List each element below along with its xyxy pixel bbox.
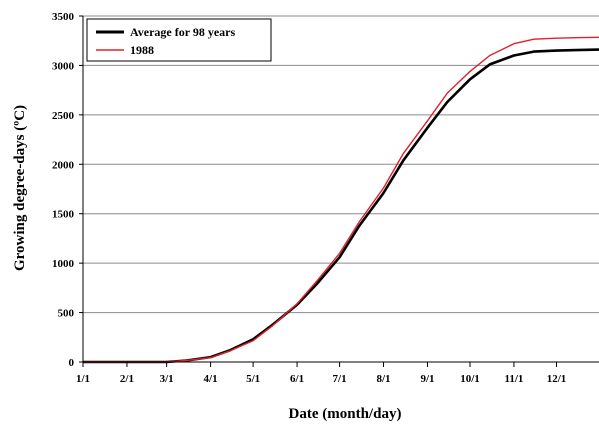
x-tick-labels: 1/1 2/1 3/1 4/1 5/1 6/1 7/1 8/1 9/1 10/1 11/1 12/1: [76, 373, 566, 385]
series-layer: [83, 36, 599, 364]
series-line-average: [83, 48, 599, 364]
y-tick-label-1000: 1000: [52, 258, 75, 270]
y-tick-labels: 0 500 1000 1500 2000 2500 3000 3500: [52, 11, 75, 369]
legend-box: [86, 18, 272, 62]
x-tick-label-7/1: 7/1: [333, 373, 347, 385]
x-tick-label-10/1: 10/1: [460, 373, 480, 385]
legend: Average for 98 years 1988: [86, 18, 272, 62]
x-tick-label-9/1: 9/1: [420, 373, 434, 385]
x-tick-label-5/1: 5/1: [246, 373, 260, 385]
y-tick-label-3500: 3500: [52, 11, 75, 23]
axes: [79, 15, 599, 367]
x-tick-label-4/1: 4/1: [204, 373, 218, 385]
x-tick-label-3/1: 3/1: [160, 373, 174, 385]
y-axis-title: Growing degree-days (ºC): [12, 105, 28, 271]
y-tick-label-2500: 2500: [52, 110, 75, 122]
gridlines: [83, 15, 599, 314]
x-axis-title: Date (month/day): [289, 406, 402, 422]
legend-label-average: Average for 98 years: [130, 25, 236, 39]
x-tick-label-2/1: 2/1: [120, 373, 134, 385]
x-tick-label-8/1: 8/1: [376, 373, 390, 385]
y-tick-label-3000: 3000: [52, 60, 75, 72]
y-tick-label-0: 0: [69, 357, 75, 369]
x-tick-label-6/1: 6/1: [290, 373, 304, 385]
x-tick-label-12/1: 12/1: [547, 373, 567, 385]
series-line-1988: [83, 36, 599, 363]
x-tick-label-11/1: 11/1: [504, 373, 523, 385]
y-tick-label-2000: 2000: [52, 159, 75, 171]
legend-label-1988: 1988: [130, 43, 154, 57]
x-tick-label-1/1: 1/1: [76, 373, 90, 385]
y-tick-label-1500: 1500: [52, 209, 75, 221]
y-tick-label-500: 500: [58, 308, 75, 320]
